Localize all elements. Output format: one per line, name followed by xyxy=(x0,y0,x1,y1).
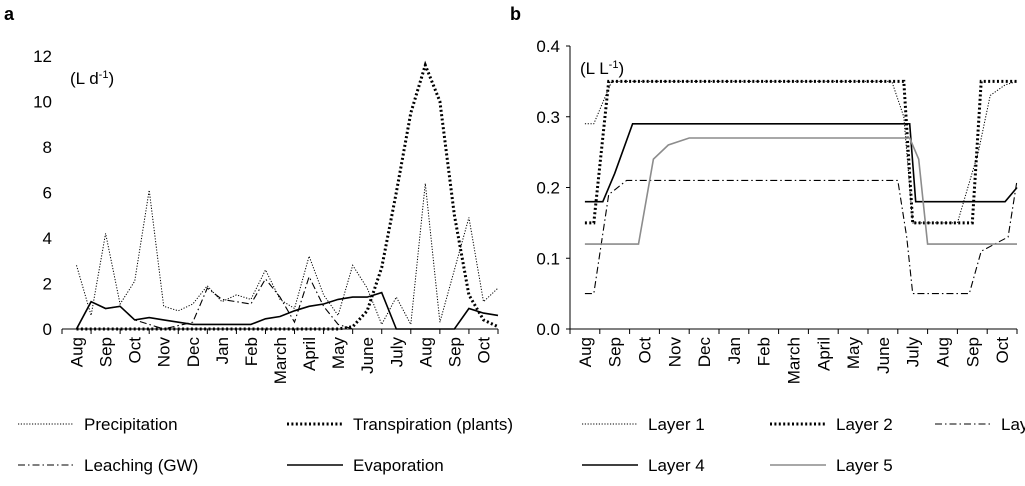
x-tick-label: April xyxy=(814,337,833,371)
legend-item: Layer 1 xyxy=(582,415,705,434)
legend-item: Layer 2 xyxy=(770,415,893,434)
series-line-leaching-gw xyxy=(76,275,498,330)
chart-panel-a: a 0 2 4 6 8 10 12 Aug Sep Oct Nov Dec Jan Feb March Apri… xyxy=(4,4,499,384)
x-tick-label: May xyxy=(329,337,348,370)
legend-label: Layer 1 xyxy=(648,415,705,434)
legend-label: Layer 3 xyxy=(1001,415,1025,434)
x-tick-label: Jan xyxy=(213,337,232,364)
y-tick-label: 10 xyxy=(33,93,52,112)
x-tick-label: Dec xyxy=(184,337,203,368)
x-tick-label: Aug xyxy=(576,337,595,367)
y-tick-label: 2 xyxy=(43,275,52,294)
x-tick-label: Dec xyxy=(695,337,714,368)
legend-item: Transpiration (plants) xyxy=(287,415,513,434)
x-tick-label: March xyxy=(271,337,290,384)
y-tick-label: 0.0 xyxy=(536,320,560,339)
x-tick-label: April xyxy=(300,337,319,371)
chart-panel-b: b 0.0 0.1 0.2 0.3 0.4 Aug Sep Oct Nov Dec Jan Feb Mar… xyxy=(510,4,1018,384)
y-tick-label: 4 xyxy=(43,229,52,248)
x-tick-label: Oct xyxy=(474,337,493,364)
legend-label: Layer 2 xyxy=(836,415,893,434)
series-line-layer-4 xyxy=(584,123,1018,203)
series-line-layer-5 xyxy=(584,137,1017,245)
x-tick-label: Oct xyxy=(126,337,145,364)
legend: Precipitation Transpiration (plants) Layer… xyxy=(18,415,1025,475)
x-tick-label: Sep xyxy=(606,337,625,367)
legend-label: Transpiration (plants) xyxy=(353,415,513,434)
legend-label: Layer 4 xyxy=(648,456,705,475)
x-tick-label: Feb xyxy=(755,337,774,366)
legend-label: Evaporation xyxy=(353,456,444,475)
x-tick-label: Nov xyxy=(665,337,684,368)
x-tick-label: June xyxy=(358,337,377,374)
unit-annotation: (L d-1) xyxy=(70,69,114,88)
unit-annotation: (L L-1) xyxy=(580,59,624,78)
legend-label: Leaching (GW) xyxy=(84,456,198,475)
x-tick-label: Aug xyxy=(934,337,953,367)
series-line-evaporation xyxy=(75,291,499,330)
legend-item: Layer 4 xyxy=(582,456,705,475)
panel-label: b xyxy=(510,4,521,24)
x-tick-label: July xyxy=(904,337,923,368)
y-tick-label: 0.1 xyxy=(536,249,560,268)
series-line-layer-2 xyxy=(584,79,1017,225)
y-tick-label: 6 xyxy=(43,184,52,203)
y-tick-label: 8 xyxy=(43,138,52,157)
legend-item: Layer 3 xyxy=(935,415,1025,434)
legend-label: Layer 5 xyxy=(836,456,893,475)
x-tick-label: Sep xyxy=(97,337,116,367)
x-tick-label: July xyxy=(387,337,406,368)
legend-item: Evaporation xyxy=(287,456,444,475)
series-line-precipitation xyxy=(76,183,499,327)
x-tick-label: March xyxy=(785,337,804,384)
x-tick-label: Oct xyxy=(993,337,1012,364)
series-line-layer-3 xyxy=(584,179,1018,295)
y-tick-label: 0.4 xyxy=(536,37,560,56)
panel-label: a xyxy=(4,4,15,24)
x-tick-label: Jan xyxy=(725,337,744,364)
x-tick-label: June xyxy=(874,337,893,374)
x-tick-label: Feb xyxy=(242,337,261,366)
y-tick-label: 0.3 xyxy=(536,108,560,127)
series-line-transpiration-plants xyxy=(76,60,499,331)
y-tick-label: 0 xyxy=(43,320,52,339)
x-tick-label: Aug xyxy=(68,337,87,367)
x-tick-label: Nov xyxy=(155,337,174,368)
legend-item: Precipitation xyxy=(18,415,178,434)
x-tick-label: Sep xyxy=(445,337,464,367)
x-tick-label: Aug xyxy=(416,337,435,367)
x-tick-label: Sep xyxy=(963,337,982,367)
y-tick-label: 0.2 xyxy=(536,179,560,198)
legend-item: Layer 5 xyxy=(770,456,893,475)
x-tick-label: Oct xyxy=(636,337,655,364)
legend-label: Precipitation xyxy=(84,415,178,434)
series-line-layer-1 xyxy=(584,80,1018,224)
x-tick-label: May xyxy=(844,337,863,370)
legend-item: Leaching (GW) xyxy=(18,456,198,475)
y-tick-label: 12 xyxy=(33,47,52,66)
